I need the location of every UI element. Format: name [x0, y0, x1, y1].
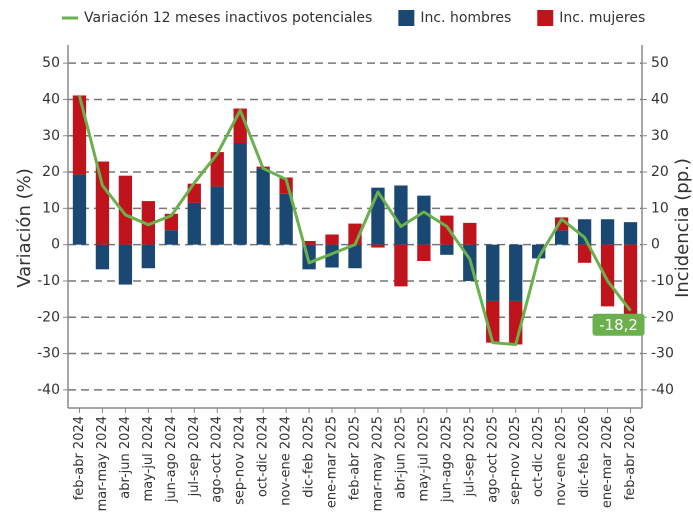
bar — [394, 185, 408, 245]
x-tick-label: oct-dic 2024 — [256, 416, 271, 497]
y-tick-label: -40 — [37, 382, 60, 398]
x-tick-label: ene-mar 2026 — [600, 416, 615, 508]
legend-label: Inc. hombres — [420, 10, 511, 26]
data-label: -18,2 — [599, 316, 638, 334]
y-tick-label: -30 — [37, 346, 60, 362]
x-tick-label: jun-ago 2024 — [164, 416, 179, 503]
legend-label: Variación 12 meses inactivos potenciales — [84, 10, 372, 26]
y-tick-label: 40 — [42, 91, 60, 107]
y-tick-label: 30 — [42, 128, 60, 144]
legend-swatch — [537, 10, 554, 26]
bar — [440, 244, 454, 255]
bar — [371, 187, 385, 245]
bar — [417, 195, 431, 245]
x-tick-label: dic-feb 2025 — [302, 416, 317, 498]
y2-tick-label: 10 — [651, 200, 669, 216]
x-tick-label: oct-dic 2025 — [531, 416, 546, 497]
x-tick-label: ago-oct 2025 — [485, 416, 500, 503]
bar — [600, 219, 615, 245]
bar — [577, 244, 592, 263]
x-tick-label: dic-feb 2026 — [577, 416, 592, 498]
x-tick-label: mar-may 2024 — [95, 416, 110, 511]
x-tick-label: abr-jun 2025 — [393, 416, 408, 499]
x-tick-label: jul-sep 2024 — [187, 416, 202, 497]
bar — [302, 241, 316, 245]
bar — [210, 186, 224, 245]
bar — [141, 201, 156, 245]
data-label-box — [592, 313, 645, 336]
bar — [417, 244, 431, 261]
bar — [187, 202, 201, 245]
bar — [279, 193, 293, 245]
y2-tick-label: -30 — [651, 346, 674, 362]
bar — [371, 244, 385, 248]
x-tick-label: abr-jun 2024 — [118, 416, 133, 499]
y2-tick-label: 20 — [651, 164, 669, 180]
y2-tick-label: 30 — [651, 128, 669, 144]
x-tick-label: feb-abr 2025 — [348, 416, 363, 500]
bar — [141, 244, 156, 269]
y2-tick-label: -10 — [651, 273, 674, 289]
bar — [95, 161, 110, 245]
x-tick-label: nov-ene 2025 — [554, 416, 569, 506]
bar — [532, 244, 546, 259]
bar — [233, 143, 247, 245]
y2-tick-label: 40 — [651, 91, 669, 107]
y2-tick-label: -40 — [651, 382, 674, 398]
bar — [600, 244, 615, 307]
bar — [118, 175, 133, 245]
bar — [118, 244, 133, 285]
legend-swatch — [398, 10, 415, 26]
x-tick-label: ene-mar 2025 — [325, 416, 340, 508]
y-tick-label: -10 — [37, 273, 60, 289]
y2-tick-label: 50 — [651, 55, 669, 71]
x-tick-label: sep-nov 2025 — [508, 416, 523, 505]
bar — [440, 215, 454, 245]
x-tick-label: may-jul 2025 — [416, 416, 431, 501]
bar — [623, 222, 638, 245]
bar — [72, 95, 87, 175]
y2-tick-label: -20 — [651, 309, 674, 325]
line — [78, 95, 632, 346]
bar — [164, 230, 178, 245]
bar — [187, 183, 201, 203]
bar — [72, 174, 87, 245]
bar — [623, 244, 638, 334]
y-tick-label: 50 — [42, 55, 60, 71]
x-tick-label: nov-ene 2024 — [279, 416, 294, 506]
bar — [348, 244, 362, 269]
bar — [210, 152, 224, 187]
y-tick-label: 10 — [42, 200, 60, 216]
y-tick-label: -20 — [37, 309, 60, 325]
bar — [325, 234, 339, 245]
y2-axis-title: Incidencia (pp.) — [672, 158, 693, 298]
bar — [577, 219, 592, 245]
x-tick-label: sep-nov 2024 — [233, 416, 248, 505]
x-tick-label: mar-may 2025 — [370, 416, 385, 511]
x-tick-label: feb-abr 2024 — [72, 416, 87, 500]
y-tick-label: 20 — [42, 164, 60, 180]
x-tick-label: jul-sep 2025 — [462, 416, 477, 497]
bar — [325, 244, 339, 268]
x-tick-label: jun-ago 2025 — [439, 416, 454, 503]
bar — [554, 230, 569, 245]
bar — [95, 244, 110, 270]
bar — [256, 168, 270, 245]
x-tick-label: may-jul 2024 — [141, 416, 156, 501]
y-tick-label: 0 — [51, 237, 60, 253]
bar — [394, 244, 408, 287]
x-tick-label: ago-oct 2024 — [210, 416, 225, 503]
bar — [509, 244, 523, 301]
bar — [463, 222, 477, 245]
y-axis-title: Variación (%) — [14, 168, 35, 288]
x-tick-label: feb-abr 2026 — [623, 416, 638, 500]
legend-label: Inc. mujeres — [559, 10, 645, 26]
y2-tick-label: 0 — [651, 237, 660, 253]
bar — [486, 244, 500, 301]
